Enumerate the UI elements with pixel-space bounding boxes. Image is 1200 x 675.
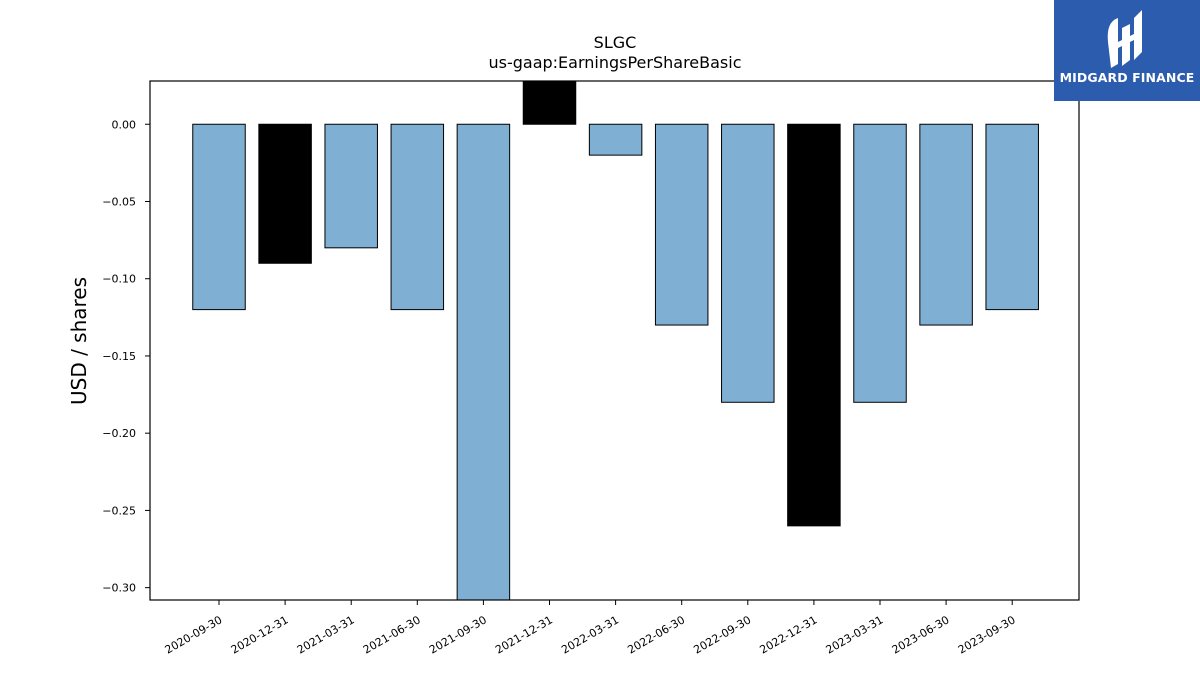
bar-2021-06-30 <box>390 123 445 311</box>
midgard-logo-icon <box>1107 10 1142 68</box>
x-axis-ticks: 2020-09-30 2020-12-31 2021-03-31 2021-06-30… <box>163 600 1018 657</box>
x-tick-label: 2021-03-31 <box>295 613 357 656</box>
x-tick-label: 2022-12-31 <box>758 613 820 656</box>
bar-2020-12-31 <box>258 123 312 264</box>
y-axis-label: USD / shares <box>67 277 91 405</box>
bar-2023-09-30 <box>985 123 1039 311</box>
y-tick-label: −0.15 <box>102 350 136 363</box>
x-tick-label: 2022-09-30 <box>691 613 753 656</box>
y-tick-label: −0.20 <box>102 427 136 440</box>
x-tick-label: 2021-09-30 <box>427 613 489 656</box>
bar-2023-06-30 <box>919 123 973 326</box>
bar-2022-06-30 <box>654 123 709 326</box>
y-tick-label: −0.30 <box>102 582 136 595</box>
y-tick-label: −0.10 <box>102 273 136 286</box>
bar-2023-03-31 <box>853 123 907 403</box>
x-tick-label: 2023-09-30 <box>956 613 1018 656</box>
x-tick-label: 2021-12-31 <box>493 613 555 656</box>
x-tick-label: 2020-09-30 <box>163 613 225 656</box>
bar-2021-03-31 <box>324 123 378 249</box>
logo-text: MIDGARD FINANCE <box>1059 70 1195 85</box>
bar-2022-12-31 <box>787 123 841 527</box>
x-tick-label: 2021-06-30 <box>361 613 423 656</box>
y-tick-label: −0.25 <box>102 504 136 517</box>
x-tick-label: 2023-06-30 <box>890 613 952 656</box>
bar-2022-09-30 <box>721 123 775 403</box>
chart-title: SLGC <box>594 33 637 52</box>
bar-2022-03-31 <box>588 123 643 156</box>
y-tick-label: −0.05 <box>102 195 136 208</box>
bars-group <box>192 81 1039 600</box>
x-tick-label: 2020-12-31 <box>229 613 291 656</box>
midgard-finance-logo: MIDGARD FINANCE <box>1054 0 1200 101</box>
plot-frame <box>149 80 1080 601</box>
y-axis-ticks: 0.00 −0.05 −0.10 −0.15 −0.20 −0.25 −0.30 <box>102 118 150 595</box>
x-tick-label: 2023-03-31 <box>824 613 886 656</box>
y-tick-label: 0.00 <box>112 118 137 131</box>
chart-subtitle: us-gaap:EarningsPerShareBasic <box>488 53 741 72</box>
bar-2021-09-30 <box>456 123 511 600</box>
bar-2021-12-31 <box>522 81 577 125</box>
bar-2020-09-30 <box>192 123 246 311</box>
x-tick-label: 2022-06-30 <box>625 613 687 656</box>
x-tick-label: 2022-03-31 <box>559 613 621 656</box>
